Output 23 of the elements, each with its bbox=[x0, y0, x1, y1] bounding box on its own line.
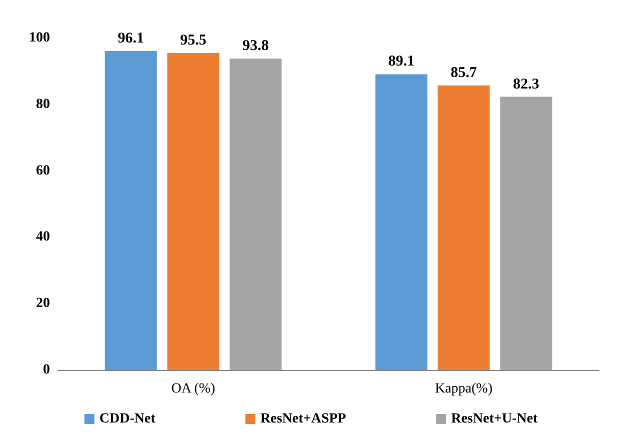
bar bbox=[230, 58, 282, 370]
data-label: 96.1 bbox=[118, 30, 144, 46]
data-label: 89.1 bbox=[388, 54, 414, 70]
bar bbox=[500, 96, 552, 370]
legend-label: ResNet+ASPP bbox=[260, 412, 347, 426]
legend-label: CDD-Net bbox=[99, 412, 156, 426]
y-tick-label: 80 bbox=[36, 96, 50, 112]
bar bbox=[438, 85, 490, 370]
data-label: 85.7 bbox=[450, 64, 478, 81]
x-tick-label: OA (%) bbox=[171, 382, 216, 396]
x-tick-label: Kappa(%) bbox=[434, 382, 493, 396]
legend-label: ResNet+U-Net bbox=[451, 412, 538, 426]
bar bbox=[104, 50, 157, 370]
bar bbox=[167, 52, 220, 370]
y-tick-label: 40 bbox=[36, 230, 50, 245]
bar bbox=[375, 74, 428, 370]
y-tick-label: 0 bbox=[43, 362, 50, 378]
y-tick-label: 100 bbox=[29, 30, 50, 46]
data-label: 93.8 bbox=[242, 38, 269, 54]
data-label: 95.5 bbox=[180, 32, 206, 48]
y-tick-label: 20 bbox=[36, 296, 50, 312]
data-label: 82.3 bbox=[513, 76, 540, 92]
y-tick-label: 60 bbox=[36, 163, 50, 178]
